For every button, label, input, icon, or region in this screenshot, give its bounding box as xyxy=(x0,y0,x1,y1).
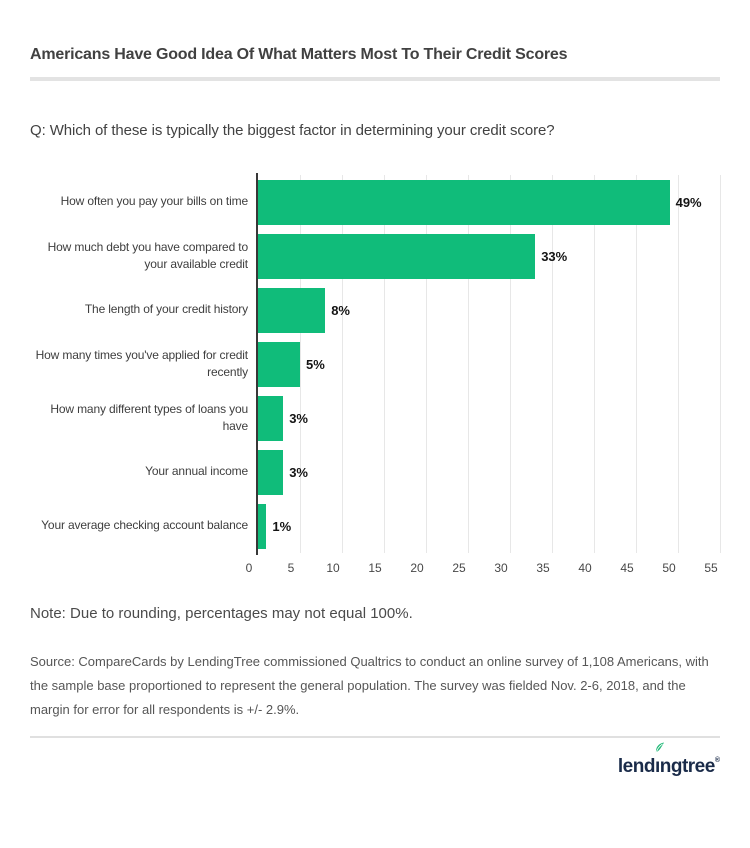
bar-row: How often you pay your bills on time 49% xyxy=(30,175,720,229)
bar-track: 3% xyxy=(258,391,720,445)
bar-track: 8% xyxy=(258,283,720,337)
bar-row: How much debt you have compared to your … xyxy=(30,229,720,283)
category-label-text: Your annual income xyxy=(145,464,248,479)
value-label: 33% xyxy=(541,248,568,264)
category-label-text: How much debt you have compared to your … xyxy=(47,239,249,271)
logo-text-part1: lend xyxy=(617,756,656,778)
gridline xyxy=(384,175,385,553)
bar xyxy=(258,449,284,495)
gridline xyxy=(594,175,595,553)
category-label-text: How many different types of loans you ha… xyxy=(50,401,248,433)
value-label: 3% xyxy=(289,410,308,426)
gridline xyxy=(510,175,511,553)
bar-chart: How often you pay your bills on time 49%… xyxy=(30,173,721,581)
x-tick-label: 5 xyxy=(287,561,295,575)
value-label: 5% xyxy=(306,356,325,372)
x-tick-label: 55 xyxy=(704,561,718,575)
x-axis: 0 5 10 15 20 25 30 35 40 45 50 55 xyxy=(246,561,720,581)
bar xyxy=(258,341,300,387)
value-label: 3% xyxy=(289,464,308,480)
bar-row: The length of your credit history 8% xyxy=(30,283,720,337)
infographic-page: Americans Have Good Idea Of What Matters… xyxy=(0,46,750,848)
bar-rows: How often you pay your bills on time 49%… xyxy=(30,175,720,553)
footer: lendı ngtree® xyxy=(30,742,720,782)
bar-row: How many times you've applied for credit… xyxy=(30,337,720,391)
category-label: How many different types of loans you ha… xyxy=(30,391,258,445)
category-label: How often you pay your bills on time xyxy=(30,175,258,229)
bar xyxy=(258,395,284,441)
category-label: The length of your credit history xyxy=(30,283,258,337)
gridline xyxy=(426,175,427,553)
gridline-layer xyxy=(258,175,721,553)
bar-row: Your annual income 3% xyxy=(30,445,720,499)
y-axis-line xyxy=(256,173,258,555)
gridline xyxy=(468,175,469,553)
x-tick-label: 30 xyxy=(494,561,508,575)
gridline xyxy=(720,175,721,553)
category-label: How much debt you have compared to your … xyxy=(30,229,258,283)
logo-dotless-i-glyph: ı xyxy=(654,756,660,778)
bar xyxy=(258,287,326,333)
category-label: Your average checking account balance xyxy=(30,499,258,553)
bar-track: 5% xyxy=(258,337,720,391)
category-label-text: The length of your credit history xyxy=(84,302,248,317)
x-tick-label: 45 xyxy=(620,561,634,575)
bar-track: 33% xyxy=(258,229,720,283)
bar xyxy=(258,503,267,549)
x-tick-label: 50 xyxy=(662,561,676,575)
logo-text-part2: ngtree xyxy=(659,756,716,778)
value-label: 8% xyxy=(331,302,350,318)
note-text: Note: Due to rounding, percentages may n… xyxy=(30,605,413,622)
x-tick-label: 0 xyxy=(245,561,253,575)
page-title: Americans Have Good Idea Of What Matters… xyxy=(30,46,568,63)
category-label-text: How many times you've applied for credit… xyxy=(35,347,249,379)
lendingtree-logo: lendı ngtree® xyxy=(617,742,720,782)
gridline xyxy=(636,175,637,553)
category-label-text: Your average checking account balance xyxy=(41,518,248,533)
question-text: Q: Which of these is typically the bigge… xyxy=(30,122,555,139)
source-text: Source: CompareCards by LendingTree comm… xyxy=(30,654,709,718)
gridline xyxy=(552,175,553,553)
bar-row: Your average checking account balance 1% xyxy=(30,499,720,553)
bar xyxy=(258,179,670,225)
gridline xyxy=(300,175,301,553)
x-tick-label: 15 xyxy=(368,561,382,575)
x-tick-label: 25 xyxy=(452,561,466,575)
gridline xyxy=(678,175,679,553)
bar-track: 3% xyxy=(258,445,720,499)
category-label-text: How often you pay your bills on time xyxy=(60,194,249,209)
bar-row: How many different types of loans you ha… xyxy=(30,391,720,445)
title-divider xyxy=(30,77,720,81)
gridline xyxy=(342,175,343,553)
category-label: Your annual income xyxy=(30,445,258,499)
value-label: 1% xyxy=(272,518,292,534)
bar-track: 49% xyxy=(258,175,720,229)
x-tick-label: 10 xyxy=(326,561,340,575)
value-label: 49% xyxy=(675,194,702,210)
logo-dotless-i: ı xyxy=(654,742,664,782)
x-tick-label: 35 xyxy=(536,561,550,575)
category-label: How many times you've applied for credit… xyxy=(30,337,258,391)
bar xyxy=(258,233,536,279)
footer-divider xyxy=(30,736,720,739)
leaf-icon xyxy=(655,742,664,754)
registered-mark-icon: ® xyxy=(714,757,720,765)
x-tick-label: 20 xyxy=(410,561,424,575)
x-tick-label: 40 xyxy=(578,561,592,575)
bar-track: 1% xyxy=(258,499,720,553)
